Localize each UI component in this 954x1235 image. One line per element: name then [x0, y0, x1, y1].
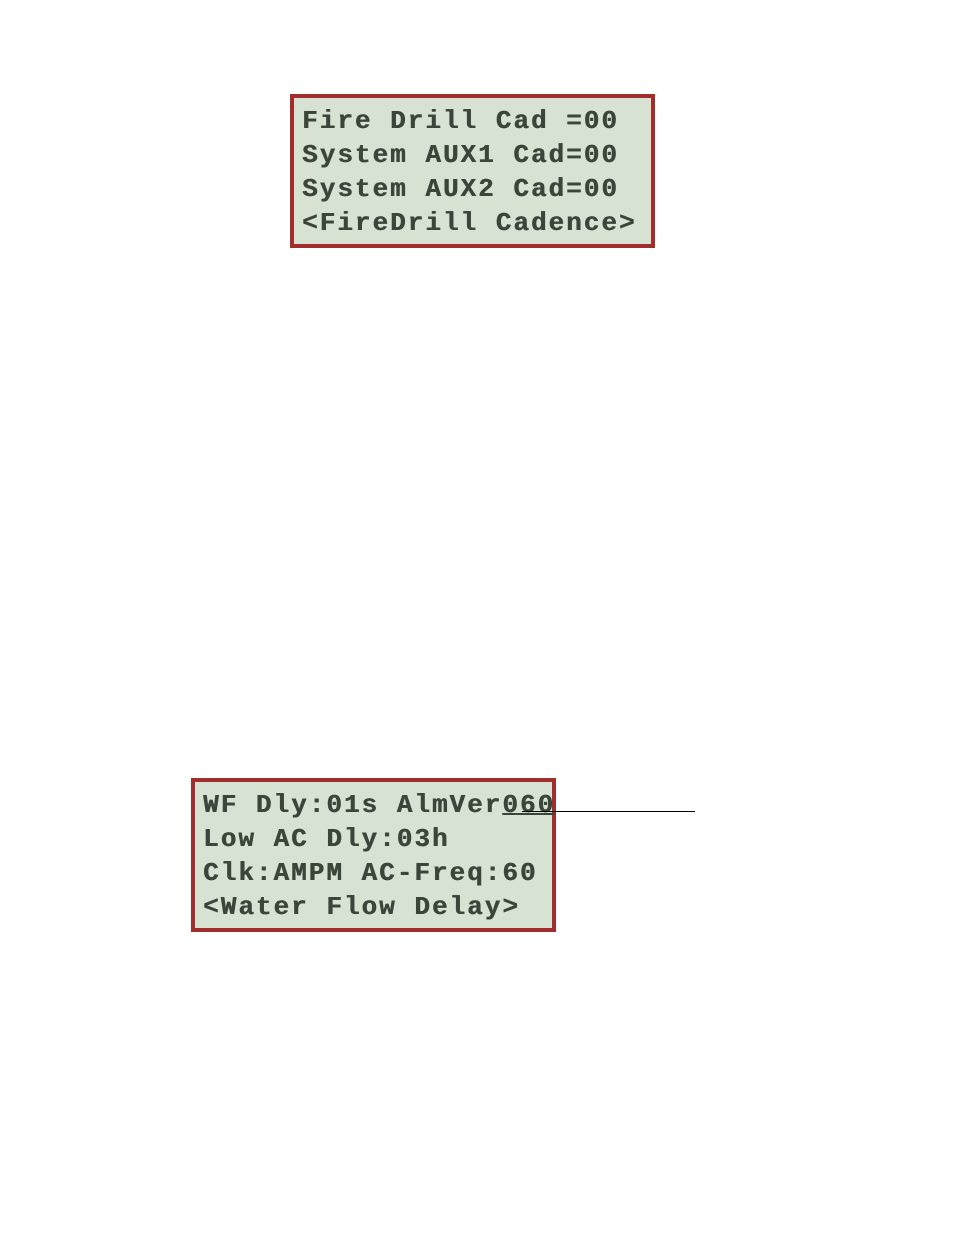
- lcd1-line4: <FireDrill Cadence>: [302, 206, 643, 240]
- lcd-cadence-display: Fire Drill Cad =00 System AUX1 Cad=00 Sy…: [290, 94, 655, 248]
- lcd2-line2: Low AC Dly:03h: [203, 822, 544, 856]
- lcd2-line4: <Water Flow Delay>: [203, 890, 544, 924]
- lcd1-line1: Fire Drill Cad =00: [302, 104, 643, 138]
- callout-line: [522, 811, 695, 812]
- lcd2-line1-almver-value: 060: [502, 790, 555, 820]
- lcd2-line1-pre: WF Dly:01s AlmVer: [203, 790, 502, 820]
- lcd2-line3: Clk:AMPM AC-Freq:60: [203, 856, 544, 890]
- lcd-waterflow-display: WF Dly:01s AlmVer060 Low AC Dly:03h Clk:…: [191, 778, 556, 932]
- lcd2-line1: WF Dly:01s AlmVer060: [203, 788, 544, 822]
- lcd1-line3: System AUX2 Cad=00: [302, 172, 643, 206]
- lcd1-line2: System AUX1 Cad=00: [302, 138, 643, 172]
